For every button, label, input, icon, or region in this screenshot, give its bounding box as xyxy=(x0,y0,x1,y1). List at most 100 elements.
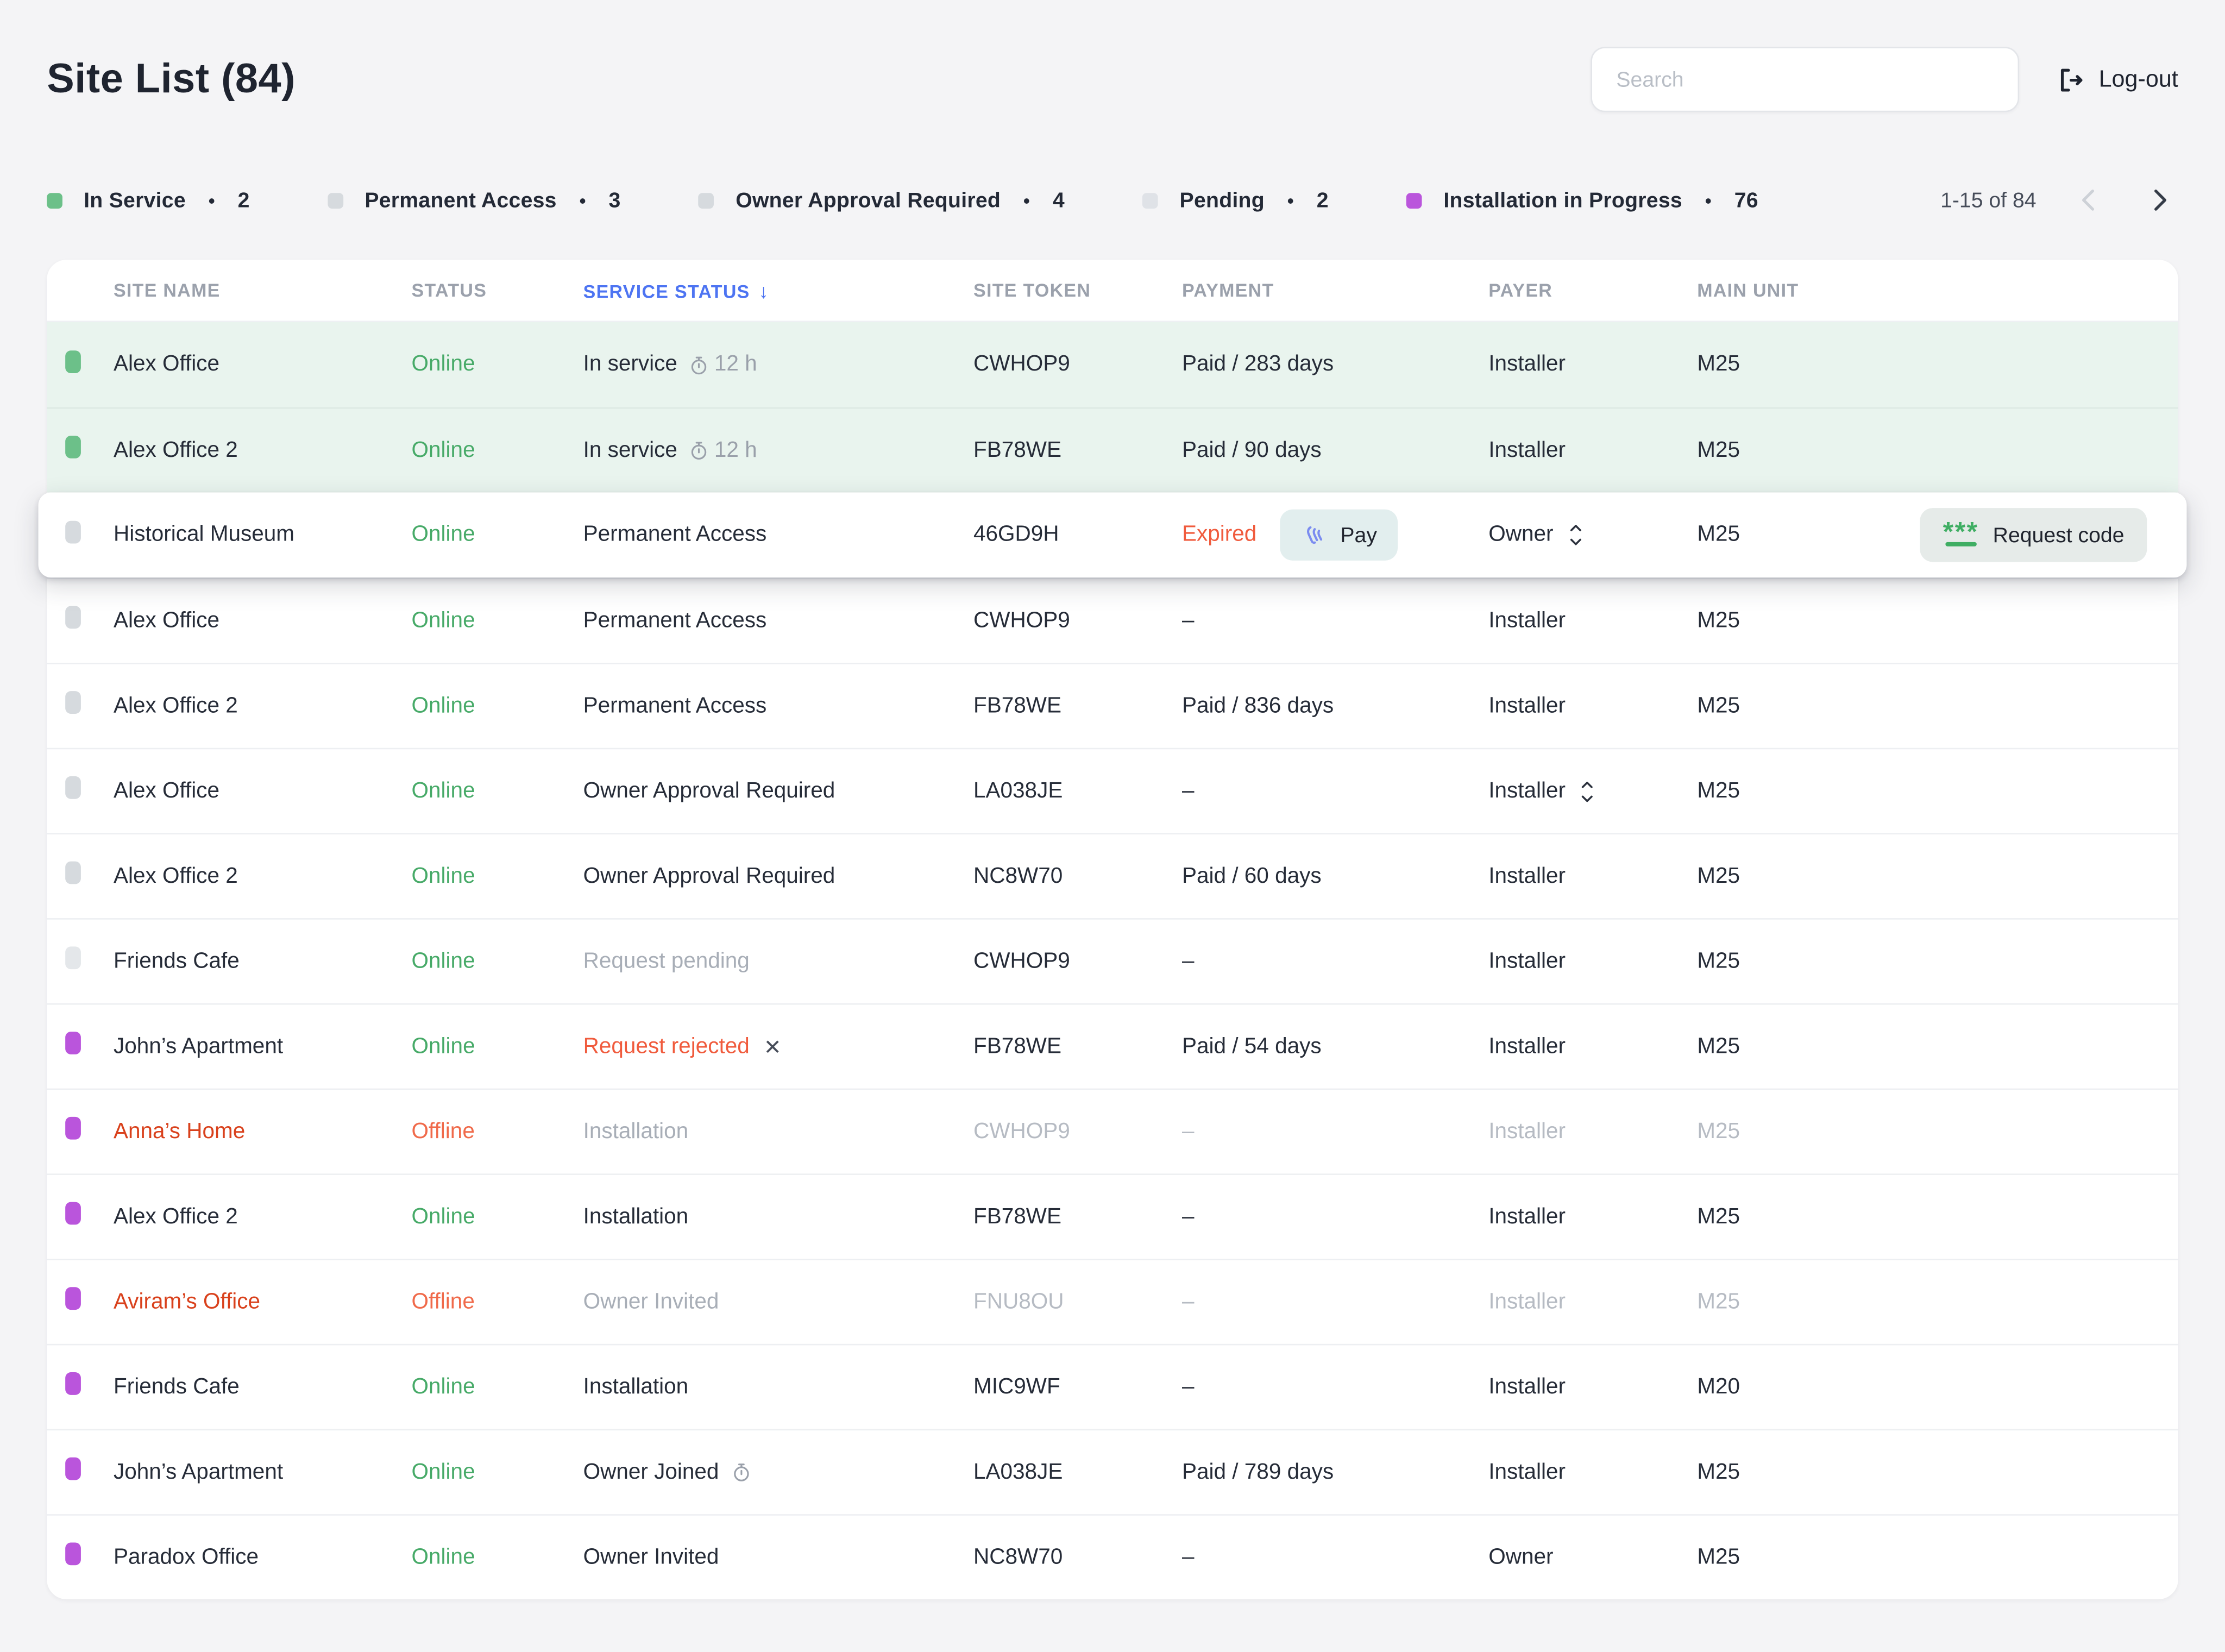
payer-cell: Owner xyxy=(1488,522,1697,548)
payment-cell: Paid / 60 days xyxy=(1182,864,1488,889)
table-row[interactable]: Aviram’s Office Offline Owner Invited ✕ … xyxy=(47,1259,2178,1344)
marker-cell xyxy=(65,1116,114,1147)
site-token: CWHOP9 xyxy=(973,1119,1070,1144)
next-page-button[interactable] xyxy=(2141,181,2178,218)
top-right-controls: Log-out xyxy=(1591,47,2178,112)
column-header-main-unit[interactable]: MAIN UNIT xyxy=(1697,279,1799,301)
table-row[interactable]: Anna’s Home Offline Installation ✕ CWHOP… xyxy=(47,1088,2178,1174)
site-token: CWHOP9 xyxy=(973,608,1070,632)
service-status-label: In service xyxy=(583,351,677,376)
column-header-payer[interactable]: PAYER xyxy=(1488,279,1553,301)
service-status-cell: Request rejected ✕ xyxy=(583,1034,973,1059)
chip-color-square xyxy=(1406,192,1423,208)
column-header-site-token[interactable]: SITE TOKEN xyxy=(973,279,1091,301)
payer-cell: Installer xyxy=(1488,1119,1697,1145)
service-status-cell: Installation ✕ xyxy=(583,1119,973,1145)
site-color-marker xyxy=(65,606,81,629)
table-row[interactable]: Alex Office 2 Online In service 12 h ✕ F… xyxy=(47,407,2178,493)
service-status-cell: Permanent Access ✕ xyxy=(583,693,973,719)
sort-desc-icon: ↓ xyxy=(758,279,769,302)
payer-cell: Installer xyxy=(1488,438,1697,463)
marker-cell xyxy=(65,520,114,550)
table-row[interactable]: Paradox Office Online Owner Invited ✕ NC… xyxy=(47,1514,2178,1599)
status-label: Online xyxy=(411,863,475,888)
column-header-payment[interactable]: PAYMENT xyxy=(1181,279,1274,301)
table-body: Alex Office Online In service 12 h ✕ CWH… xyxy=(38,322,2187,1599)
filter-chip-in-service[interactable]: In Service • 2 xyxy=(47,188,250,212)
table-row[interactable]: Alex Office Online In service 12 h ✕ CWH… xyxy=(47,322,2178,407)
site-color-marker xyxy=(65,520,81,543)
payer-label: Installer xyxy=(1488,1119,1566,1144)
site-name: Aviram’s Office xyxy=(113,1289,261,1314)
payer-label: Installer xyxy=(1488,608,1566,632)
site-token: FB78WE xyxy=(973,1034,1061,1058)
timer-label: 12 h xyxy=(714,437,757,462)
chip-label: In Service xyxy=(84,188,186,212)
site-name: Alex Office xyxy=(113,608,220,632)
site-color-marker xyxy=(65,1287,81,1310)
marker-cell xyxy=(65,776,114,806)
site-name: Alex Office 2 xyxy=(113,863,238,888)
payment-cell: Paid / 836 days xyxy=(1182,693,1488,719)
column-header-site-name[interactable]: SITE NAME xyxy=(113,279,221,301)
payment-label: – xyxy=(1181,1374,1195,1399)
filter-chip-permanent-access[interactable]: Permanent Access • 3 xyxy=(328,188,620,212)
site-color-marker xyxy=(65,349,81,373)
table-row[interactable]: Friends Cafe Online Installation ✕ MIC9W… xyxy=(47,1343,2178,1429)
site-name: John’s Apartment xyxy=(113,1034,284,1058)
search-input[interactable] xyxy=(1591,47,2020,112)
payment-label: Paid / 789 days xyxy=(1181,1459,1334,1484)
request-code-button[interactable]: *** Request code xyxy=(1920,508,2147,562)
site-token: CWHOP9 xyxy=(973,351,1070,376)
status-label: Online xyxy=(411,1544,475,1569)
payer-cell: Installer xyxy=(1488,949,1697,974)
table-row[interactable]: Alex Office 2 Online Owner Approval Requ… xyxy=(47,833,2178,918)
filter-chip-installation-in-progress[interactable]: Installation in Progress • 76 xyxy=(1406,188,1758,212)
main-unit-label: M25 xyxy=(1697,522,1740,547)
table-row[interactable]: Alex Office Online Owner Approval Requir… xyxy=(47,748,2178,833)
filter-bar: In Service • 2 Permanent Access • 3 Owner Appr… xyxy=(47,172,2178,228)
table-row[interactable]: Historical Museum Online Permanent Acces… xyxy=(38,492,2187,578)
table-row[interactable]: Friends Cafe Online Request pending ✕ CW… xyxy=(47,918,2178,1003)
chip-separator: • xyxy=(1023,189,1030,211)
site-color-marker xyxy=(65,1372,81,1395)
site-color-marker xyxy=(65,1457,81,1480)
service-status-label: Installation xyxy=(583,1204,689,1228)
payment-label: – xyxy=(1181,1544,1195,1569)
chip-count: 76 xyxy=(1734,188,1758,212)
filter-chip-pending[interactable]: Pending • 2 xyxy=(1142,188,1329,212)
close-icon[interactable]: ✕ xyxy=(763,1035,782,1060)
column-header-service-status[interactable]: SERVICE STATUS ↓ xyxy=(583,279,769,302)
table-row[interactable]: John’s Apartment Online Owner Joined ✕ L… xyxy=(47,1429,2178,1515)
site-name: Alex Office xyxy=(113,351,220,376)
payment-cell: – xyxy=(1182,608,1488,633)
site-name: Alex Office 2 xyxy=(113,437,238,462)
status-label: Online xyxy=(411,351,475,376)
site-name: Alex Office 2 xyxy=(113,1204,238,1228)
column-header-status[interactable]: STATUS xyxy=(411,279,487,301)
table-row[interactable]: Alex Office 2 Online Installation ✕ FB78… xyxy=(47,1173,2178,1259)
service-status-cell: In service 12 h ✕ xyxy=(583,352,973,378)
logout-button[interactable]: Log-out xyxy=(2056,65,2178,95)
filter-chip-owner-approval-required[interactable]: Owner Approval Required • 4 xyxy=(699,188,1065,212)
service-status-cell: Owner Approval Required ✕ xyxy=(583,864,973,889)
timer-label: 12 h xyxy=(714,351,757,376)
page-title: Site List (84) xyxy=(47,56,296,102)
payment-cell: Paid / 283 days xyxy=(1182,352,1488,378)
chevron-updown-icon[interactable] xyxy=(1580,778,1595,804)
pay-button-label: Pay xyxy=(1340,523,1377,548)
table-row[interactable]: John’s Apartment Online Request rejected… xyxy=(47,1003,2178,1089)
top-bar: Site List (84) Log-out xyxy=(47,0,2178,112)
service-status-label: Permanent Access xyxy=(583,608,767,632)
site-name: John’s Apartment xyxy=(113,1459,284,1484)
main-unit-label: M25 xyxy=(1697,1544,1740,1569)
payment-label: – xyxy=(1181,778,1195,803)
payer-label: Installer xyxy=(1488,863,1566,888)
payment-label: Paid / 283 days xyxy=(1181,351,1334,376)
table-row[interactable]: Alex Office Online Permanent Access ✕ CW… xyxy=(47,577,2178,663)
payment-label: – xyxy=(1181,949,1195,973)
prev-page-button[interactable] xyxy=(2070,181,2107,218)
pay-button[interactable]: Pay xyxy=(1279,509,1399,561)
chevron-updown-icon[interactable] xyxy=(1568,522,1583,548)
table-row[interactable]: Alex Office 2 Online Permanent Access ✕ … xyxy=(47,662,2178,748)
